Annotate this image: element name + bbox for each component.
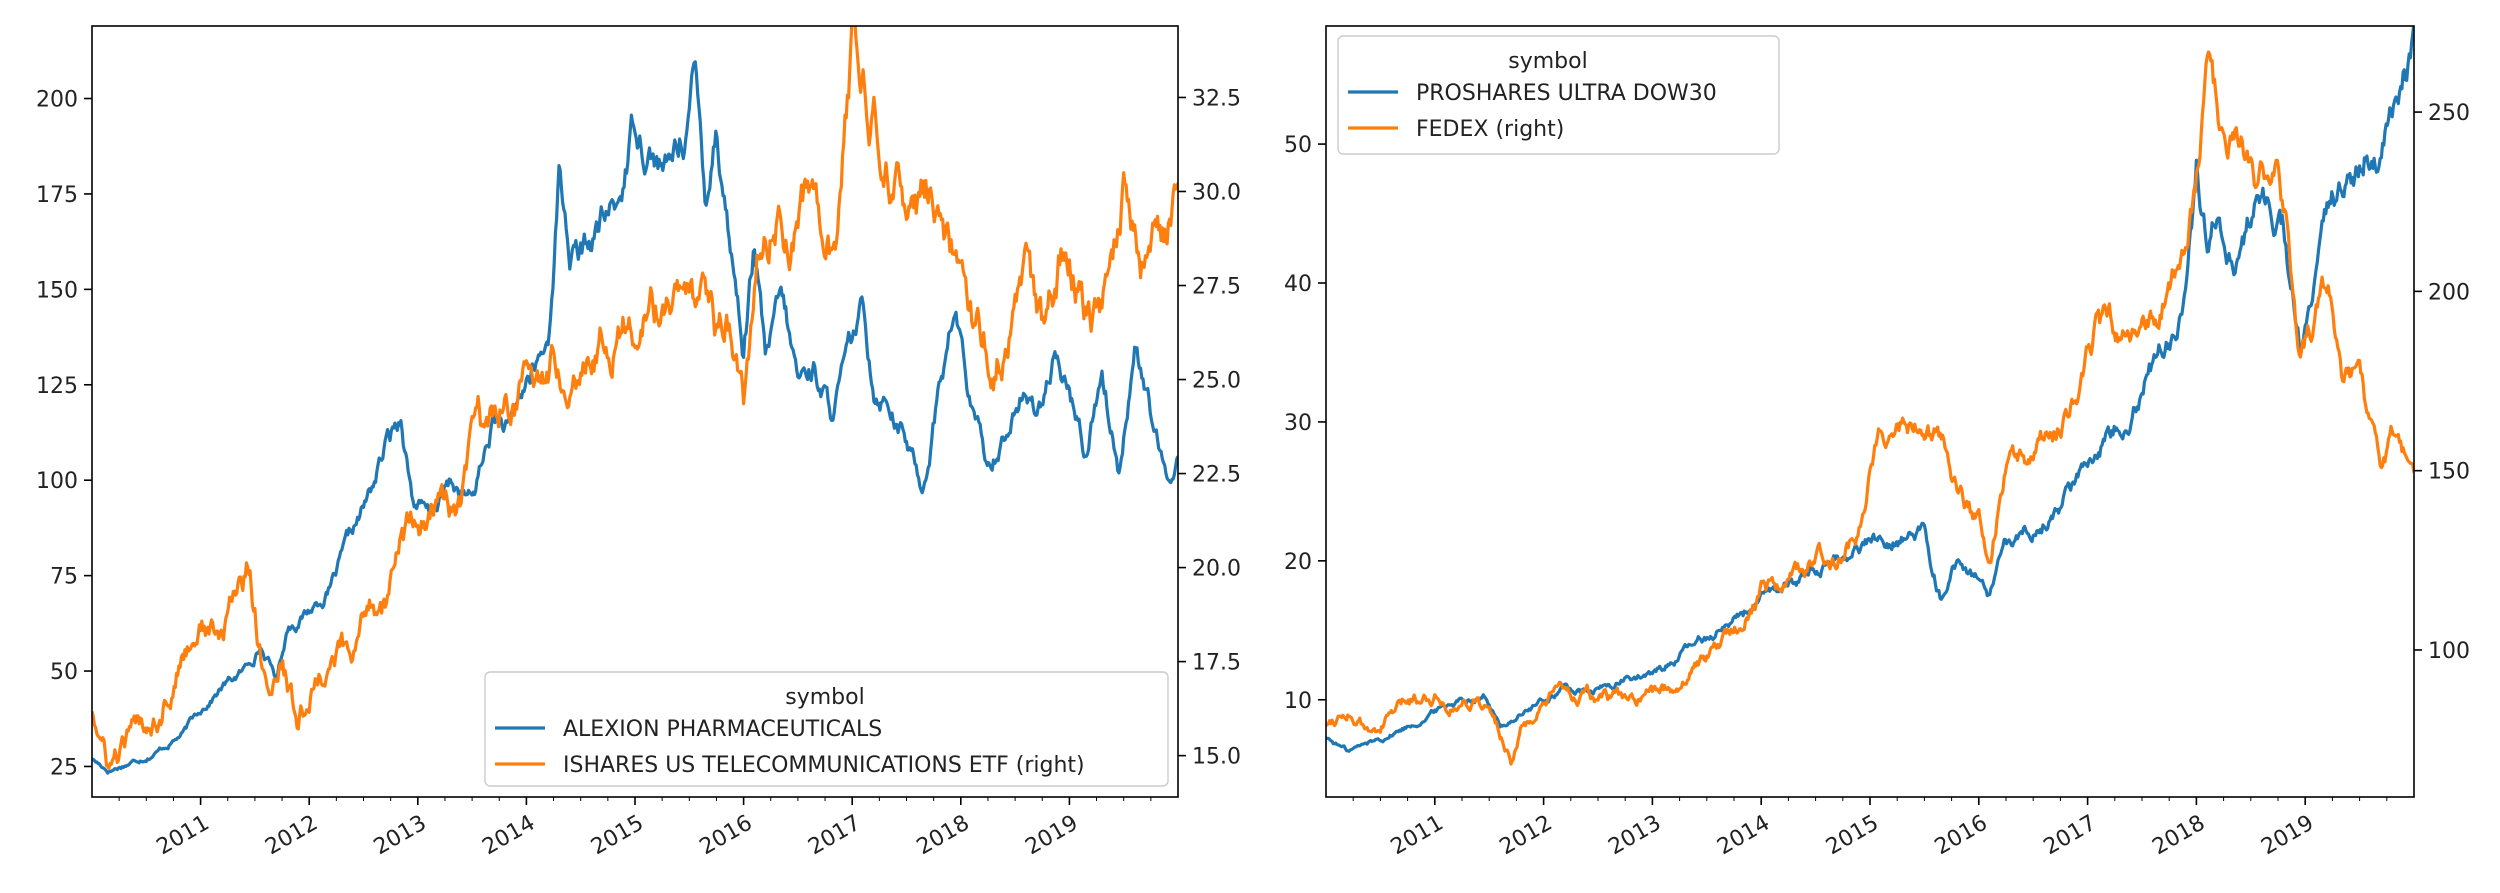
legend: symbol ALEXION PHARMACEUTICALS ISHARES US …	[484, 671, 1169, 787]
legend-title: symbol	[785, 685, 864, 710]
y-right-tick-label: 15.0	[1192, 745, 1241, 770]
y-left-tick-label: 50	[1284, 133, 1312, 158]
legend-box	[484, 671, 1169, 787]
y-right-tick-label: 150	[2428, 460, 2470, 485]
series-line-ishares-us-telecommunications-etf-right	[92, 26, 1178, 770]
y-left-tick-label: 40	[1284, 272, 1312, 297]
y-right-tick-label: 200	[2428, 280, 2470, 305]
y-left-tick-label: 30	[1284, 411, 1312, 436]
y-left-tick-label: 20	[1284, 550, 1312, 575]
y-left-tick-label: 50	[50, 660, 78, 685]
y-right-tick-label: 32.5	[1192, 86, 1241, 111]
y-right-tick-label: 27.5	[1192, 275, 1241, 300]
y-left-tick-label: 175	[36, 183, 78, 208]
legend-entry: PROSHARES ULTRA DOW30	[1416, 81, 1717, 106]
y-right-tick-label: 100	[2428, 639, 2470, 664]
y-right-tick-label: 30.0	[1192, 180, 1241, 205]
series-line-fedex-right	[1326, 50, 2414, 766]
y-right-tick-label: 25.0	[1192, 369, 1241, 394]
y-right-tick-label: 17.5	[1192, 651, 1241, 676]
legend-title: symbol	[1508, 49, 1587, 74]
y-right-tick-label: 250	[2428, 101, 2470, 126]
y-left-tick-label: 200	[36, 88, 78, 113]
series-line-proshares-ultra-dow30	[1326, 26, 2414, 753]
y-left-tick-label: 75	[50, 565, 78, 590]
y-left-tick-label: 150	[36, 278, 78, 303]
plot-area	[1326, 26, 2414, 766]
y-right-tick-label: 22.5	[1192, 463, 1241, 488]
legend-entry: FEDEX (right)	[1416, 117, 1564, 142]
y-right-tick-label: 20.0	[1192, 557, 1241, 582]
y-left-tick-label: 125	[36, 374, 78, 399]
series-line-alexion-pharmaceuticals	[92, 60, 1178, 775]
legend-box	[1337, 35, 1780, 155]
plot-area	[92, 26, 1178, 775]
y-left-tick-label: 25	[50, 755, 78, 780]
legend-entry: ISHARES US TELECOMMUNICATIONS ETF (right…	[563, 753, 1085, 778]
y-left-tick-label: 100	[36, 469, 78, 494]
legend: symbol PROSHARES ULTRA DOW30 FEDEX (right)	[1337, 35, 1780, 155]
legend-entry: ALEXION PHARMACEUTICALS	[563, 717, 882, 742]
y-left-tick-label: 10	[1284, 689, 1312, 714]
